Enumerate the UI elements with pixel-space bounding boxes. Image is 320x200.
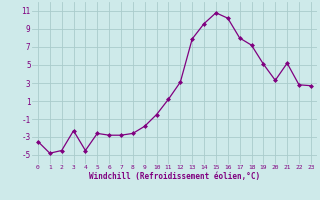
X-axis label: Windchill (Refroidissement éolien,°C): Windchill (Refroidissement éolien,°C) xyxy=(89,172,260,181)
